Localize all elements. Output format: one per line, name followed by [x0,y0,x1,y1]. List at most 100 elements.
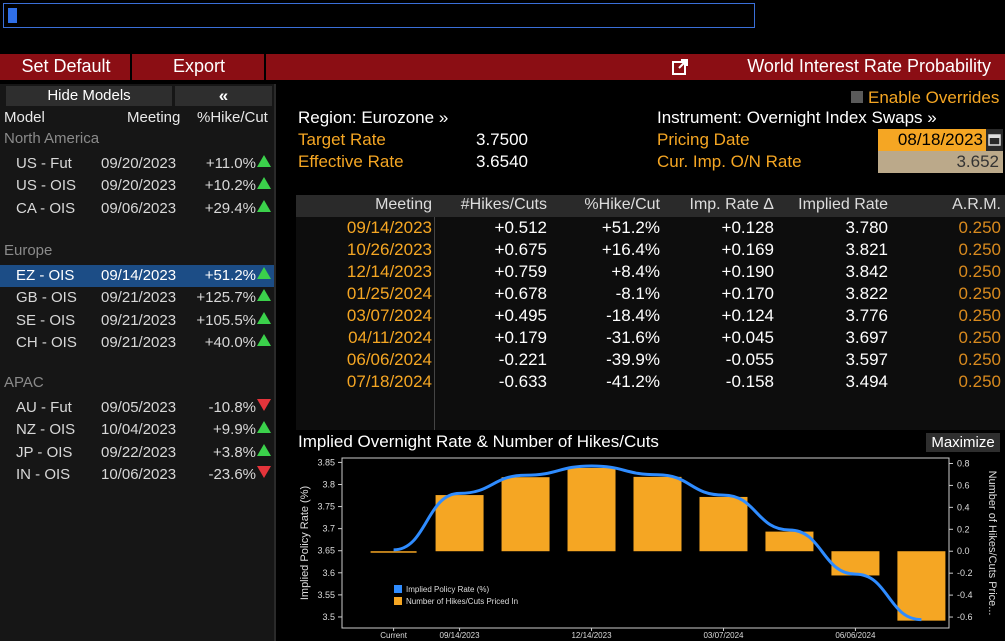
up-arrow-icon [257,177,271,190]
up-arrow-icon [257,155,271,167]
implied-rate: 3.780 [845,218,888,237]
models-panel: Hide Models « Model Meeting %Hike/Cut No… [0,84,276,641]
collapse-panel-button[interactable]: « [175,86,272,106]
up-arrow-icon [257,421,271,434]
group-label: North America [4,130,100,147]
table-row[interactable]: 09/14/2023 +0.512 +51.2% +0.128 3.780 0.250 [296,217,1005,239]
command-input[interactable] [3,3,755,28]
arm-value: 0.250 [958,328,1001,347]
model-row[interactable]: NZ - OIS 10/04/2023 +9.9% [0,419,274,441]
hikes-cuts: +0.495 [494,306,547,325]
pricing-date-input[interactable]: 08/18/2023 [878,129,986,151]
model-row[interactable]: CH - OIS 09/21/2023 +40.0% [0,332,274,354]
hikes-cuts: -0.633 [498,372,547,391]
arm-value: 0.250 [958,240,1001,259]
hike-cut-pct: +51.2% [601,218,660,237]
model-name: CA - OIS [16,199,76,217]
region-selector[interactable]: Region: Eurozone » [298,108,449,127]
up-arrow-icon [257,267,271,279]
meeting-date: 09/14/2023 [101,267,177,284]
arm-value: 0.250 [958,306,1001,325]
model-row[interactable]: AU - Fut 09/05/2023 -10.8% [0,397,274,419]
imp-rate-delta: +0.045 [721,328,774,347]
hike-cut-pct: +105.5% [196,311,256,329]
th-arm[interactable]: A.R.M. [952,196,1001,213]
popout-icon[interactable] [672,59,689,75]
th-hikes-cuts[interactable]: #Hikes/Cuts [460,196,547,213]
th-hike-cut-pct[interactable]: %Hike/Cut [584,196,660,213]
bar-hikes-cuts [699,496,748,552]
export-button[interactable]: Export [134,54,266,80]
model-name: AU - Fut [16,399,72,416]
meeting-date: 07/18/2024 [346,372,432,391]
table-row[interactable]: 10/26/2023 +0.675 +16.4% +0.169 3.821 0.250 [296,239,1005,261]
meeting-date: 09/21/2023 [101,311,177,329]
model-row[interactable]: JP - OIS 09/22/2023 +3.8% [0,442,274,464]
meeting-date: 10/26/2023 [346,240,432,259]
hike-cut-pct: +51.2% [204,267,256,284]
bar-hikes-cuts [501,477,550,552]
enable-overrides-checkbox[interactable] [851,91,863,103]
th-imp-rate-delta[interactable]: Imp. Rate Δ [689,196,775,213]
up-arrow-icon [257,199,271,212]
text-cursor [8,8,17,23]
imp-rate-delta: -0.158 [725,372,774,391]
meeting-date: 09/20/2023 [101,177,177,195]
model-row[interactable]: GB - OIS 09/21/2023 +125.7% [0,287,274,309]
implied-rate: 3.597 [845,350,888,369]
table-row[interactable]: 01/25/2024 +0.678 -8.1% +0.170 3.822 0.250 [296,283,1005,305]
enable-overrides-label[interactable]: Enable Overrides [868,88,1000,107]
left-axis-tick-label: 3.8 [322,479,335,489]
table-row[interactable]: 06/06/2024 -0.221 -39.9% -0.055 3.597 0.250 [296,349,1005,371]
up-arrow-icon [257,311,271,324]
bar-hikes-cuts [897,551,946,621]
right-axis-tick-label: -0.4 [957,590,973,600]
maximize-button[interactable]: Maximize [926,433,1000,453]
x-axis-tick-label: 06/06/2024 [835,631,876,640]
cur-imp-rate-field[interactable]: 3.652 [878,151,1003,173]
hike-cut-pct: -23.6% [208,465,256,483]
imp-rate-delta: +0.124 [721,306,774,325]
left-axis-tick-label: 3.65 [317,546,335,556]
meeting-date: 06/06/2024 [346,350,432,369]
table-row[interactable]: 12/14/2023 +0.759 +8.4% +0.190 3.842 0.250 [296,261,1005,283]
hike-cut-pct: -39.9% [606,350,660,369]
target-rate-label: Target Rate [298,130,386,149]
model-row[interactable]: EZ - OIS 09/14/2023 +51.2% [0,265,274,287]
hike-cut-pct: +40.0% [204,333,256,351]
hike-cut-pct: -18.4% [606,306,660,325]
chart-title: Implied Overnight Rate & Number of Hikes… [298,432,659,451]
calendar-icon[interactable] [986,129,1003,151]
hide-models-button[interactable]: Hide Models [6,86,172,106]
instrument-selector[interactable]: Instrument: Overnight Index Swaps » [657,108,937,127]
arm-value: 0.250 [958,350,1001,369]
hikes-cuts: -0.221 [498,350,547,369]
model-row[interactable]: CA - OIS 09/06/2023 +29.4% [0,198,274,220]
model-row[interactable]: IN - OIS 10/06/2023 -23.6% [0,464,274,486]
model-row[interactable]: US - OIS 09/20/2023 +10.2% [0,175,274,197]
meeting-date: 09/20/2023 [101,155,177,172]
imp-rate-delta: -0.055 [725,350,774,369]
hike-cut-pct: +3.8% [213,443,256,461]
pricing-date-label: Pricing Date [657,130,750,149]
model-row[interactable]: US - Fut 09/20/2023 +11.0% [0,153,274,175]
model-row[interactable]: SE - OIS 09/21/2023 +105.5% [0,310,274,332]
hike-cut-pct: -41.2% [606,372,660,391]
implied-rate: 3.494 [845,372,888,391]
command-bar [0,0,1005,34]
left-axis-tick-label: 3.6 [322,568,335,578]
toolbar: Set Default Export World Interest Rate P… [0,54,1005,80]
model-name: IN - OIS [16,465,71,483]
table-row[interactable]: 04/11/2024 +0.179 -31.6% +0.045 3.697 0.250 [296,327,1005,349]
up-arrow-icon [257,443,271,456]
table-row[interactable]: 07/18/2024 -0.633 -41.2% -0.158 3.494 0.250 [296,371,1005,393]
table-row[interactable]: 03/07/2024 +0.495 -18.4% +0.124 3.776 0.250 [296,305,1005,327]
th-implied-rate[interactable]: Implied Rate [798,196,888,213]
hike-cut-pct: -10.8% [208,399,256,416]
set-default-button[interactable]: Set Default [2,54,132,80]
group-label: Europe [4,242,53,259]
left-axis-tick-label: 3.75 [317,502,335,512]
arm-value: 0.250 [958,372,1001,391]
th-meeting[interactable]: Meeting [375,196,432,213]
model-name: CH - OIS [16,333,77,351]
